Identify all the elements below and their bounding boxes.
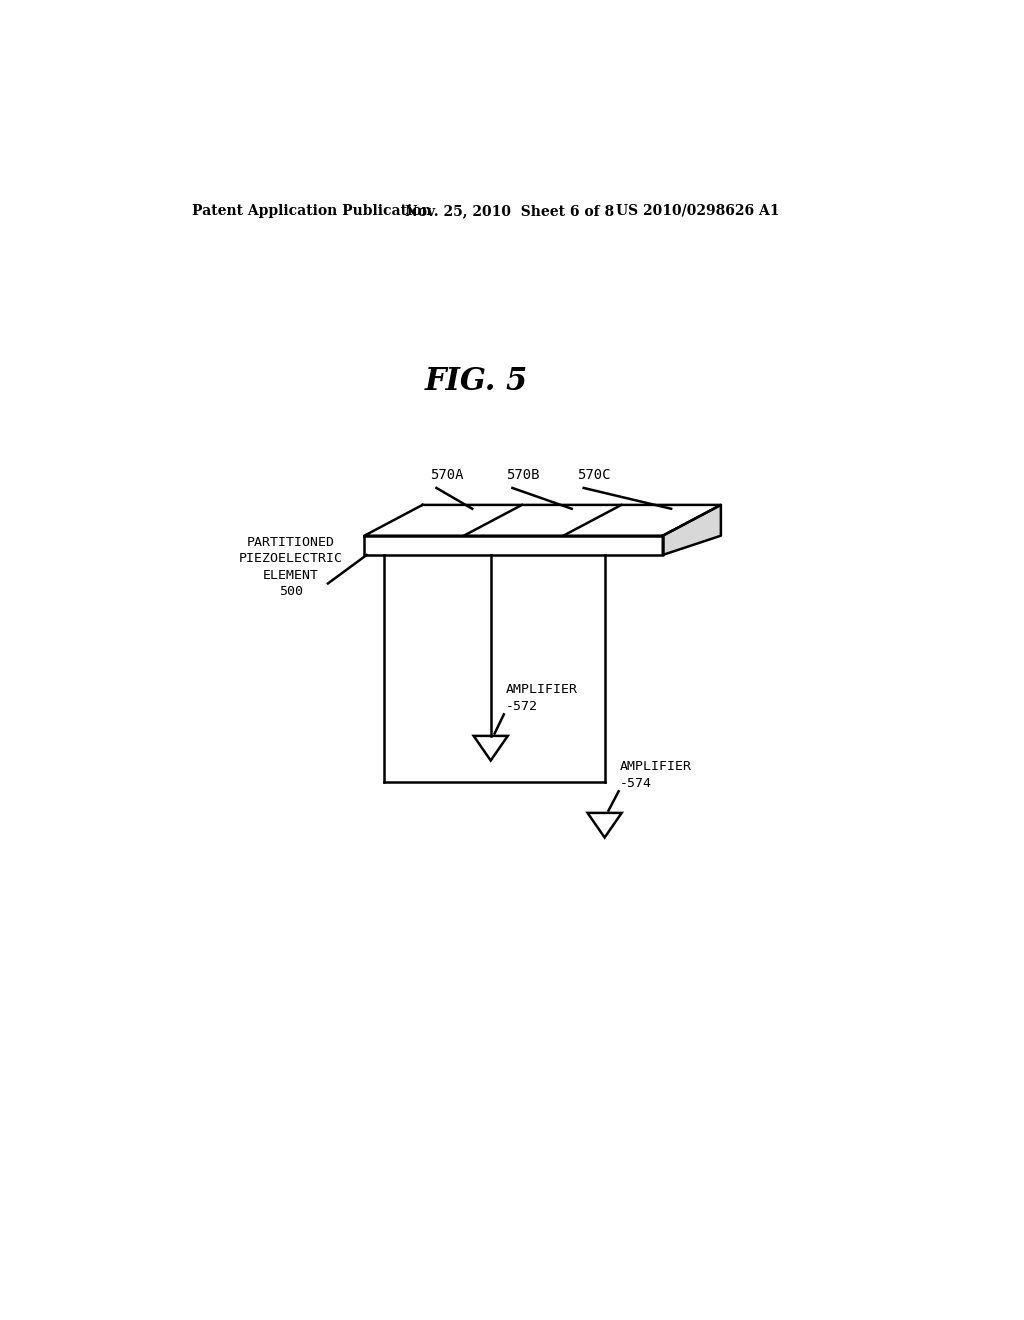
Text: 570C: 570C (578, 467, 611, 482)
Text: FIG. 5: FIG. 5 (425, 366, 528, 397)
Text: AMPLIFIER
-574: AMPLIFIER -574 (621, 760, 692, 789)
Text: AMPLIFIER
-572: AMPLIFIER -572 (506, 684, 578, 713)
Text: Patent Application Publication: Patent Application Publication (191, 203, 431, 218)
Text: Nov. 25, 2010  Sheet 6 of 8: Nov. 25, 2010 Sheet 6 of 8 (404, 203, 613, 218)
Polygon shape (365, 506, 721, 536)
Text: 570A: 570A (430, 467, 464, 482)
Polygon shape (663, 506, 721, 554)
Text: US 2010/0298626 A1: US 2010/0298626 A1 (616, 203, 779, 218)
Text: 570B: 570B (506, 467, 540, 482)
Text: PARTITIONED
PIEZOELECTRIC
ELEMENT
500: PARTITIONED PIEZOELECTRIC ELEMENT 500 (239, 536, 343, 598)
Polygon shape (365, 536, 663, 554)
